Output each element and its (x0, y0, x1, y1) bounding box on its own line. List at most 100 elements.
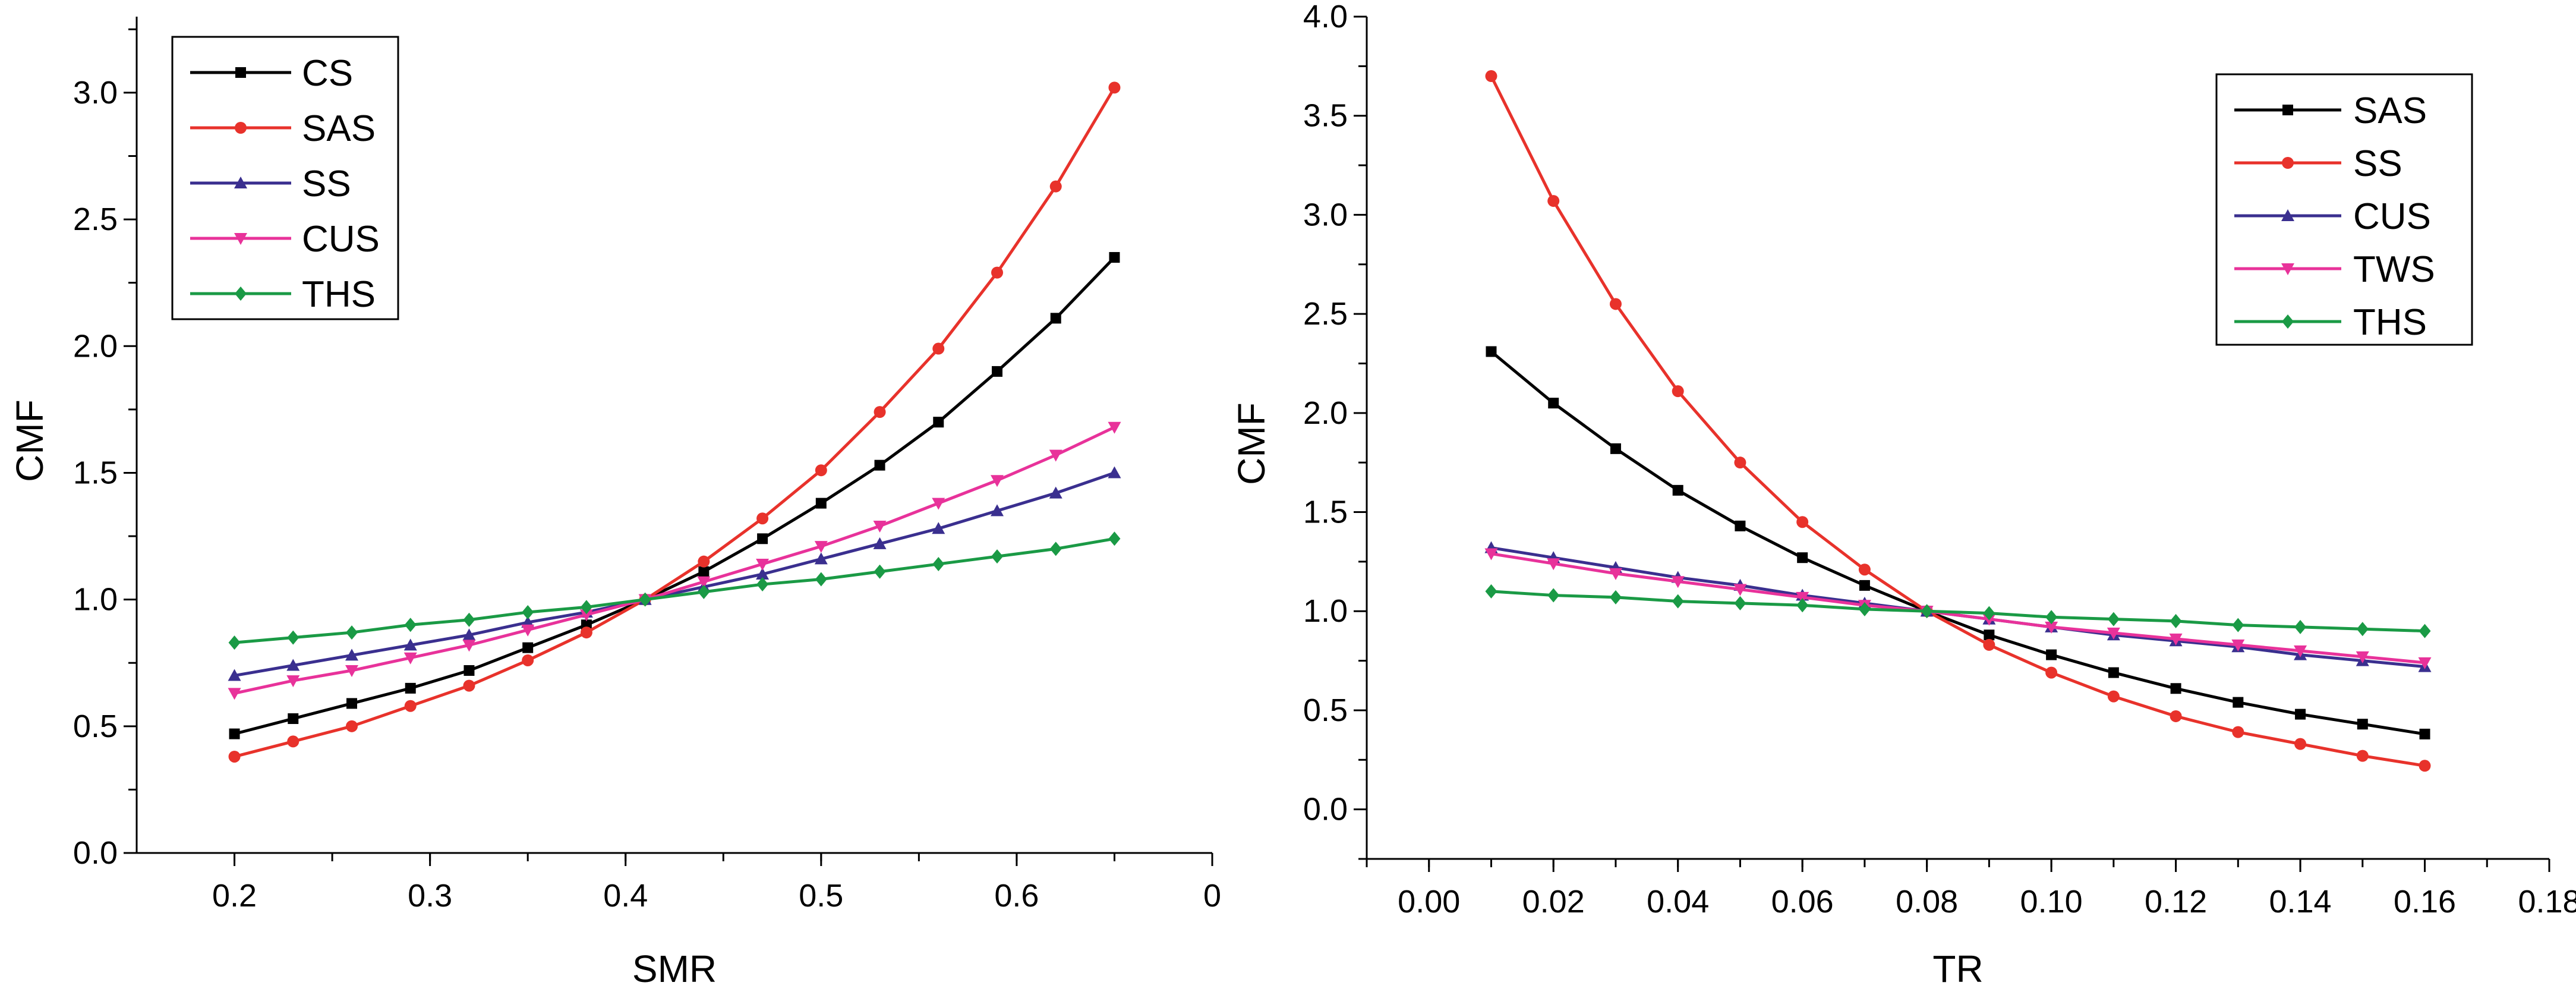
chart-2-legend-marker-cus (2281, 209, 2294, 221)
chart-1-point-ths (1108, 531, 1121, 546)
chart-2-point-sas (1672, 484, 1683, 496)
chart-1-legend-label-ths: THS (302, 274, 376, 315)
chart-1-legend-marker-cs (235, 67, 246, 78)
chart-2-series-tws (1484, 548, 2432, 669)
chart-1-series-line-ths (234, 537, 1115, 644)
chart-2-legend-label-sas: SAS (2353, 90, 2427, 131)
chart-2-series-sas (1486, 346, 2430, 739)
chart-2-legend-label-ss: SS (2353, 143, 2402, 184)
chart-1-point-ths (639, 592, 651, 607)
chart-2-y-tick-label: 1.0 (1303, 593, 1348, 629)
chart-2-y-axis-label: CMF (1230, 402, 1273, 485)
chart-2-point-ss (2170, 710, 2182, 722)
chart-2-x-tick-label: 0.14 (2269, 884, 2331, 920)
chart-1-point-ths (1049, 541, 1062, 556)
chart-1-x-tick-label: 0.4 (603, 878, 648, 914)
chart-1-point-ss (1049, 486, 1062, 499)
chart-2-point-tws (2356, 651, 2369, 663)
chart-1-point-ths (287, 630, 299, 645)
chart-2-x-tick-label: 0.00 (1398, 884, 1460, 920)
chart-1-point-cs (288, 713, 299, 725)
chart-1-point-ss (1108, 466, 1121, 478)
chart-1-point-cs (757, 533, 768, 544)
chart-1-point-cs (698, 566, 710, 577)
chart-2-legend-label-cus: CUS (2353, 196, 2431, 237)
chart-2-point-ths (1485, 584, 1497, 599)
chart-2-point-sas (1797, 552, 1808, 563)
chart-2-point-tws (1547, 558, 1560, 571)
chart-1-point-sas (228, 750, 241, 763)
chart-2-point-ss (1858, 563, 1871, 576)
chart-1-y-tick-label: 2.5 (73, 202, 118, 237)
chart-2-point-ss (1485, 70, 1497, 83)
chart-1-legend-marker-cus (234, 233, 247, 245)
chart-2-point-ss (2419, 760, 2431, 772)
chart-1-point-cus (756, 558, 770, 571)
chart-2-point-sas (2357, 719, 2368, 730)
chart-2-point-ths (1921, 604, 1933, 619)
chart-2-point-ths (1983, 606, 1995, 621)
chart-2-x-tick-label: 0.06 (1771, 884, 1834, 920)
chart-2-point-tws (2107, 627, 2120, 640)
chart-1-point-sas (1108, 81, 1121, 94)
chart-1-point-cs (933, 417, 944, 428)
chart-2-legend-marker-ths (2282, 314, 2294, 329)
chart-2-point-ths (1858, 602, 1871, 616)
chart-2-y-tick-label: 3.5 (1303, 98, 1348, 134)
chart-2-point-ss (2356, 750, 2369, 762)
chart-1-series-line-sas (234, 87, 1116, 758)
chart-2-point-tws (1671, 576, 1685, 588)
chart-1-y-tick-label: 0.0 (73, 835, 118, 871)
chart-2-y-tick-label: 1.5 (1303, 495, 1348, 530)
chart-1-point-sas (756, 512, 769, 525)
chart-2-point-sas (2170, 683, 2181, 694)
chart-2-point-sas (1984, 629, 1995, 641)
chart-1-point-sas (346, 720, 358, 732)
chart-1-y-tick-label: 1.0 (73, 582, 118, 618)
chart-2-series-line-ss (1490, 75, 2425, 767)
chart-1-x-axis-label: SMR (632, 947, 717, 990)
chart-1-series-ss (228, 466, 1121, 681)
chart-2-point-ss (1609, 298, 1622, 310)
chart-2-point-ths (1796, 598, 1809, 613)
chart-1-point-cus (1049, 449, 1062, 462)
chart-1-point-cus (345, 665, 358, 678)
chart-2-point-ss (2232, 726, 2244, 738)
chart-1-point-cs (992, 366, 1002, 377)
chart-1-point-cus (932, 498, 945, 510)
chart-1-point-cs (1050, 313, 1061, 324)
chart-2-y-tick-label: 3.0 (1303, 197, 1348, 232)
chart-2-point-sas (2046, 649, 2057, 660)
chart-1-point-ss (345, 648, 358, 661)
chart-2-legend-marker-ss (2282, 157, 2294, 169)
chart-2-series-ths (1485, 584, 2431, 638)
chart-smr: 0.0 0.5 1.0 1.5 2.0 2.5 3.0 0.2 0.3 0.4 0.5 0.6 0 SMR… (8, 17, 1221, 990)
chart-1-point-sas (580, 626, 592, 639)
chart-1-series-ths (228, 531, 1121, 650)
chart-2-point-ths (1547, 588, 1560, 603)
chart-1-point-cs (229, 728, 240, 739)
chart-1-legend-marker-sas (235, 122, 247, 134)
chart-2-x-tick-label: 0.02 (1522, 884, 1585, 920)
chart-1-point-ss (756, 568, 770, 580)
chart-2-series-ss (1485, 70, 2431, 772)
chart-1-y-tick-label: 1.5 (73, 455, 118, 490)
chart-2-legend-label-ths: THS (2353, 302, 2427, 343)
chart-1-point-sas (404, 700, 417, 712)
chart-2-x-tick-label: 0.12 (2145, 884, 2207, 920)
chart-1-point-ths (404, 618, 417, 632)
chart-1-point-sas (522, 654, 534, 666)
chart-2-point-tws (1733, 584, 1747, 596)
chart-1-point-ss (228, 669, 241, 681)
chart-2-point-sas (2108, 667, 2119, 678)
chart-2-point-ss (1672, 385, 1684, 398)
chart-1-series-cs (229, 252, 1120, 739)
chart-1-point-cus (403, 652, 417, 665)
chart-1-x-tick-label: 0 (1203, 878, 1221, 914)
chart-1-series-line-ss (234, 471, 1115, 678)
chart-1-point-cus (697, 576, 711, 588)
chart-1-point-sas (698, 555, 710, 568)
chart-1-y-tick-label: 0.5 (73, 709, 118, 744)
chart-2-point-ss (2045, 666, 2058, 679)
